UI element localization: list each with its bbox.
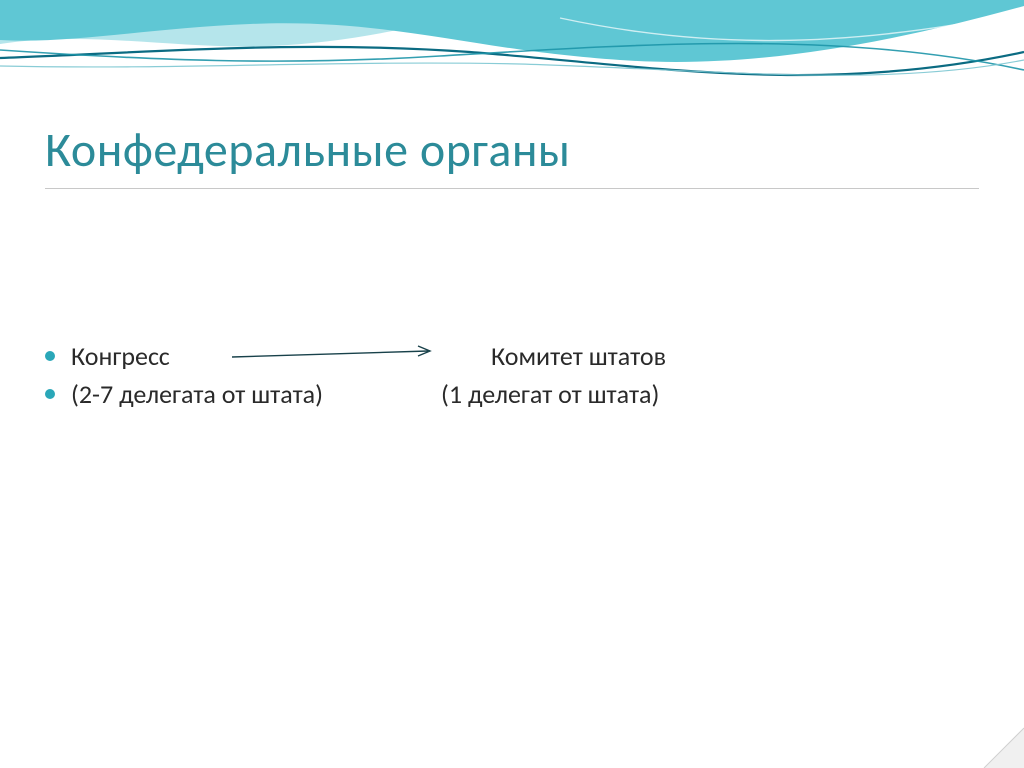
page-curl-icon: [964, 708, 1024, 768]
wave-line-inner: [560, 12, 1024, 41]
wave-fill-light: [0, 0, 520, 47]
content-area: Конгресс Комитет штатов (2-7 делегата от…: [45, 340, 965, 416]
bullet-icon: [45, 351, 55, 361]
wave-line-dark: [0, 47, 1024, 75]
wave-line-teal: [0, 44, 1024, 71]
slide-title: Конфедеральные органы: [45, 120, 570, 179]
bullet-row: Конгресс Комитет штатов: [45, 340, 965, 372]
row1-right: Комитет штатов: [491, 340, 666, 372]
row2-right: (1 делегат от штата): [441, 378, 659, 410]
arrow-icon: [230, 345, 440, 363]
bullet-row: (2-7 делегата от штата) (1 делегат от шт…: [45, 378, 965, 410]
wave-line-light: [0, 60, 1024, 75]
title-underline: [45, 188, 979, 189]
wave-fill-main: [0, 0, 1024, 62]
row2-left: (2-7 делегата от штата): [71, 378, 441, 410]
bullet-icon: [45, 389, 55, 399]
